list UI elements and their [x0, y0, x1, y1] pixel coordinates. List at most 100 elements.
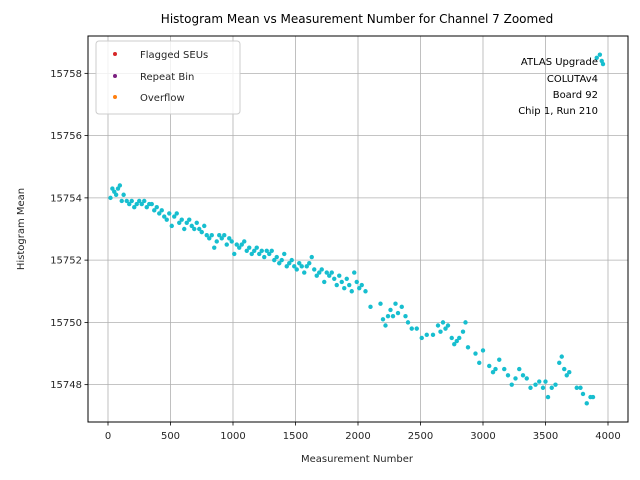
data-point: [162, 214, 167, 219]
annotation-line-4: Chip 1, Run 210: [518, 106, 598, 117]
data-point: [232, 251, 237, 257]
data-point: [334, 282, 339, 288]
data-point: [209, 233, 214, 238]
data-point: [430, 332, 436, 338]
x-axis-label: Measurement Number: [301, 454, 414, 465]
x-tick-label: 0: [105, 431, 111, 442]
legend-box: [95, 40, 241, 115]
data-point: [574, 385, 579, 390]
data-point: [383, 323, 388, 328]
data-point: [219, 236, 224, 241]
data-point: [197, 226, 202, 232]
data-point: [124, 198, 129, 204]
x-tick-label: 2000: [345, 431, 370, 442]
data-point: [184, 220, 189, 225]
data-point: [445, 323, 451, 328]
data-point: [452, 341, 457, 347]
data-point: [304, 264, 309, 269]
data-point: [189, 223, 194, 229]
data-point: [108, 195, 113, 201]
data-point: [144, 205, 149, 210]
data-point: [274, 254, 279, 260]
data-point: [339, 279, 344, 285]
data-point: [557, 360, 562, 366]
data-point: [212, 245, 217, 250]
legend-label-overflow: Overflow: [140, 93, 185, 104]
data-point: [414, 326, 419, 331]
annotation: ATLAS Upgrade COLUTAv4 Board 92 Chip 1, …: [518, 57, 598, 117]
legend: Flagged SEUs Repeat Bin Overflow: [95, 40, 241, 115]
data-point: [419, 335, 424, 341]
data-point: [194, 220, 199, 225]
data-point: [272, 257, 277, 263]
data-point: [454, 338, 459, 344]
data-point: [457, 335, 462, 341]
data-point: [239, 242, 244, 247]
y-tick-label: 15758: [50, 69, 82, 80]
data-point: [282, 251, 287, 257]
data-point: [460, 329, 466, 334]
data-point: [312, 267, 317, 272]
data-point: [267, 251, 272, 257]
data-point: [149, 201, 154, 207]
data-point: [440, 320, 446, 325]
data-points: [108, 52, 606, 406]
data-point: [294, 267, 299, 272]
data-point: [157, 211, 162, 216]
data-point: [177, 220, 182, 225]
data-point: [142, 198, 147, 204]
data-point: [368, 304, 373, 310]
data-point: [388, 307, 393, 313]
data-point: [403, 313, 408, 319]
data-point: [438, 329, 443, 334]
data-point: [199, 229, 204, 235]
data-point: [342, 285, 347, 291]
data-point: [524, 376, 529, 381]
data-point: [207, 236, 212, 241]
data-point: [229, 239, 234, 244]
data-point: [487, 363, 492, 369]
data-point: [234, 242, 239, 247]
data-point: [399, 304, 404, 310]
data-point: [264, 248, 269, 253]
y-axis-label: Histogram Mean: [16, 188, 27, 270]
y-tick-label: 15748: [50, 380, 82, 391]
data-point: [357, 285, 362, 291]
data-point: [292, 264, 297, 269]
data-point: [465, 345, 471, 350]
data-point: [277, 261, 282, 266]
data-point: [227, 236, 232, 241]
y-axis-ticks: 15748 15750 15752 15754 15756 15758: [50, 69, 88, 391]
data-point: [520, 373, 526, 378]
data-point: [540, 385, 546, 390]
data-point: [354, 279, 359, 285]
data-point: [390, 313, 396, 319]
data-point: [187, 217, 192, 222]
data-point: [332, 276, 337, 282]
data-point: [317, 270, 322, 275]
data-point: [463, 320, 468, 325]
data-point: [349, 289, 354, 294]
data-point: [378, 301, 383, 306]
data-point: [505, 373, 511, 378]
x-tick-label: 2500: [408, 431, 433, 442]
data-point: [121, 192, 126, 197]
data-point: [319, 267, 324, 272]
data-point: [217, 233, 222, 238]
legend-label-repeat-bin: Repeat Bin: [140, 72, 194, 83]
data-point: [493, 366, 498, 372]
data-point: [269, 248, 274, 253]
data-point: [299, 264, 304, 269]
data-point: [513, 376, 518, 381]
data-point: [567, 369, 572, 375]
data-point: [152, 208, 157, 213]
y-tick-label: 15754: [50, 193, 82, 204]
data-point: [167, 211, 172, 216]
data-point: [242, 239, 247, 244]
data-point: [590, 394, 596, 400]
data-point: [543, 379, 548, 384]
data-point: [600, 61, 606, 67]
data-point: [192, 226, 197, 232]
x-tick-label: 3000: [470, 431, 495, 442]
